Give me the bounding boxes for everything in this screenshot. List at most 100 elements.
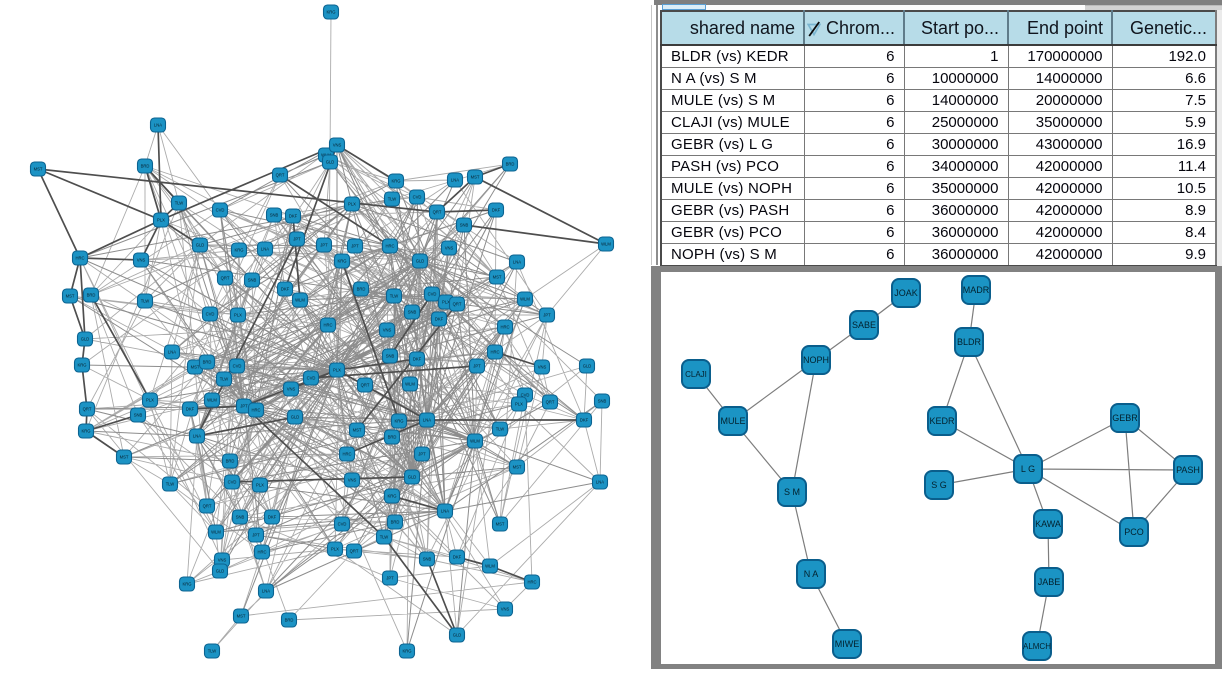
svg-text:DKF: DKF <box>281 287 290 292</box>
svg-text:DKF: DKF <box>435 317 444 322</box>
svg-text:CVD: CVD <box>228 480 237 485</box>
svg-text:TLW: TLW <box>141 299 150 304</box>
svg-text:CVD: CVD <box>413 195 422 200</box>
svg-text:SNB: SNB <box>270 213 279 218</box>
svg-text:WLM: WLM <box>405 382 415 387</box>
svg-text:LNA: LNA <box>441 509 449 514</box>
svg-text:JOAK: JOAK <box>894 288 918 298</box>
svg-text:NOPH: NOPH <box>803 355 829 365</box>
svg-text:KAWA: KAWA <box>1035 519 1061 529</box>
svg-text:MST: MST <box>493 275 502 280</box>
svg-text:LNA: LNA <box>261 247 269 252</box>
svg-text:PLX: PLX <box>348 202 356 207</box>
svg-text:DKF: DKF <box>186 407 195 412</box>
svg-text:LNA: LNA <box>154 123 162 128</box>
svg-text:MIWE: MIWE <box>835 639 860 649</box>
svg-text:PLX: PLX <box>146 398 154 403</box>
svg-text:JPT: JPT <box>240 404 248 409</box>
svg-text:SNB: SNB <box>408 310 417 315</box>
svg-text:QRT: QRT <box>433 210 442 215</box>
svg-text:GLD: GLD <box>453 633 462 638</box>
svg-text:GLD: GLD <box>291 415 300 420</box>
svg-text:SNB: SNB <box>134 413 143 418</box>
svg-text:KRG: KRG <box>337 259 346 264</box>
svg-text:HRC: HRC <box>342 452 351 457</box>
svg-text:DKF: DKF <box>268 515 277 520</box>
svg-text:MST: MST <box>191 365 200 370</box>
svg-text:LNA: LNA <box>596 480 604 485</box>
svg-text:JPT: JPT <box>252 533 260 538</box>
svg-text:MADR: MADR <box>963 285 990 295</box>
svg-text:SNB: SNB <box>386 354 395 359</box>
svg-text:WLM: WLM <box>520 297 530 302</box>
svg-text:PLX: PLX <box>234 313 242 318</box>
svg-text:KRG: KRG <box>402 649 411 654</box>
svg-text:JPT: JPT <box>418 452 426 457</box>
svg-text:KRG: KRG <box>387 494 396 499</box>
svg-text:WLM: WLM <box>207 398 217 403</box>
svg-text:WLM: WLM <box>211 530 221 535</box>
svg-text:DKF: DKF <box>580 418 589 423</box>
svg-text:TLW: TLW <box>390 294 399 299</box>
svg-text:VNS: VNS <box>287 387 296 392</box>
svg-text:PCO: PCO <box>1124 527 1144 537</box>
svg-text:BRD: BRD <box>226 459 235 464</box>
svg-text:LNA: LNA <box>513 260 521 265</box>
svg-text:JPT: JPT <box>473 364 481 369</box>
svg-text:QRT: QRT <box>221 276 230 281</box>
svg-text:VNS: VNS <box>501 607 510 612</box>
svg-text:HRC: HRC <box>500 325 509 330</box>
svg-text:LNA: LNA <box>262 589 270 594</box>
svg-text:TLW: TLW <box>388 197 397 202</box>
svg-text:KRG: KRG <box>394 419 403 424</box>
svg-text:HRC: HRC <box>323 323 332 328</box>
svg-text:LNA: LNA <box>193 434 201 439</box>
svg-text:CVD: CVD <box>428 292 437 297</box>
svg-text:JPT: JPT <box>351 244 359 249</box>
svg-text:JPT: JPT <box>543 313 551 318</box>
svg-text:DKF: DKF <box>492 208 501 213</box>
svg-text:DKF: DKF <box>289 214 298 219</box>
svg-text:BRD: BRD <box>357 287 366 292</box>
svg-text:S G: S G <box>931 480 947 490</box>
svg-text:SNB: SNB <box>460 223 469 228</box>
svg-text:SNB: SNB <box>236 515 245 520</box>
svg-text:SNB: SNB <box>248 278 257 283</box>
svg-text:KRG: KRG <box>391 179 400 184</box>
svg-text:N A: N A <box>804 569 819 579</box>
svg-text:QRT: QRT <box>546 400 555 405</box>
svg-text:KRG: KRG <box>182 582 191 587</box>
svg-text:HRC: HRC <box>251 408 260 413</box>
svg-text:PLX: PLX <box>515 402 523 407</box>
svg-text:PLX: PLX <box>256 483 264 488</box>
svg-text:CVD: CVD <box>521 393 530 398</box>
svg-text:JPT: JPT <box>320 243 328 248</box>
svg-text:MST: MST <box>471 175 480 180</box>
svg-text:TLW: TLW <box>166 482 175 487</box>
svg-text:GEBR: GEBR <box>1112 413 1138 423</box>
svg-text:BRD: BRD <box>87 293 96 298</box>
svg-text:WLM: WLM <box>485 564 495 569</box>
svg-text:CLAJI: CLAJI <box>685 370 707 379</box>
svg-text:PASH: PASH <box>1176 465 1200 475</box>
svg-text:BLDR: BLDR <box>957 337 982 347</box>
svg-text:PLX: PLX <box>331 547 339 552</box>
svg-text:TLW: TLW <box>220 377 229 382</box>
svg-text:QRT: QRT <box>203 504 212 509</box>
svg-text:QRT: QRT <box>350 549 359 554</box>
svg-text:VNS: VNS <box>383 328 392 333</box>
svg-text:DKF: DKF <box>413 357 422 362</box>
svg-text:VNS: VNS <box>137 258 146 263</box>
svg-text:VNS: VNS <box>333 143 342 148</box>
svg-text:TLW: TLW <box>380 535 389 540</box>
svg-text:WLM: WLM <box>470 439 480 444</box>
svg-text:WLM: WLM <box>295 298 305 303</box>
svg-text:BRD: BRD <box>506 162 515 167</box>
svg-text:L G: L G <box>1021 464 1035 474</box>
svg-text:KRG: KRG <box>77 363 86 368</box>
svg-text:BRD: BRD <box>141 164 150 169</box>
svg-text:CVD: CVD <box>216 208 225 213</box>
svg-text:DKF: DKF <box>453 555 462 560</box>
svg-text:MST: MST <box>120 455 129 460</box>
svg-text:VNS: VNS <box>445 246 454 251</box>
